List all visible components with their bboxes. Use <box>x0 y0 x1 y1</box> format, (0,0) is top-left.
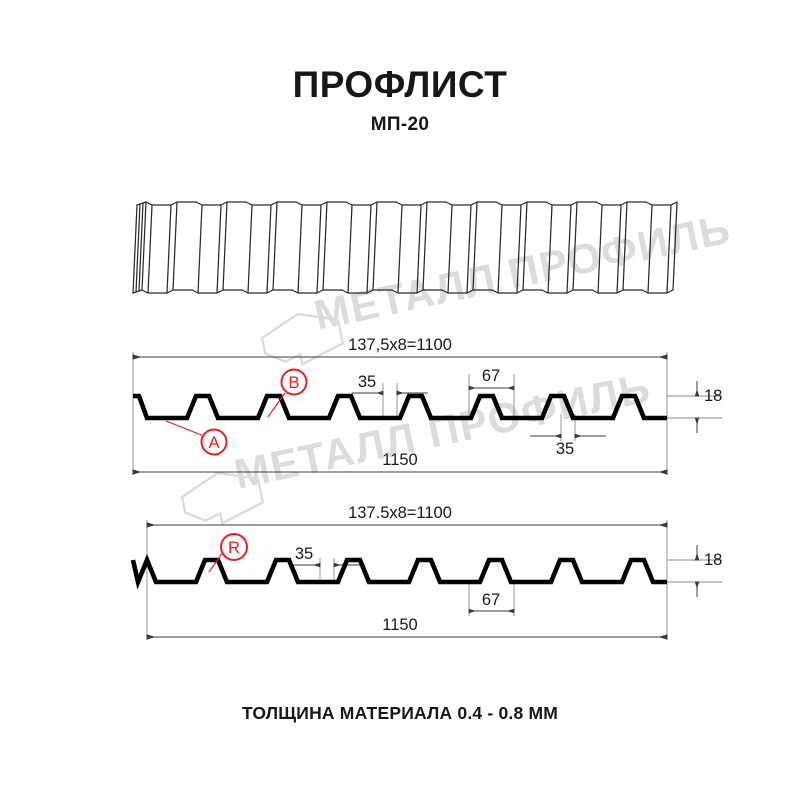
marker-r: R <box>208 533 248 573</box>
iso-edge-line <box>138 202 144 292</box>
dimension-label-crest-2: 35 <box>295 545 313 563</box>
dimension-label-height-2: 18 <box>704 551 722 569</box>
marker-b-leader <box>267 392 286 418</box>
iso-rib-fold <box>466 204 472 294</box>
marker-b-label: B <box>288 374 299 392</box>
iso-rib-fold <box>522 201 528 291</box>
marker-a-circle <box>200 428 228 456</box>
iso-rib-fold <box>547 204 553 294</box>
iso-rib-fold <box>347 204 353 294</box>
iso-rib-fold <box>416 204 422 294</box>
iso-rib-fold <box>597 204 603 294</box>
material-thickness-note: ТОЛЩИНА МАТЕРИАЛА 0.4 - 0.8 ММ <box>241 703 559 723</box>
iso-rib-fold <box>247 204 253 294</box>
dimension-label-crest-lower: 35 <box>556 440 574 458</box>
dimension-label-bottom-span-2: 1150 <box>382 616 417 634</box>
marker-r-circle <box>220 533 248 561</box>
iso-rib-fold <box>147 204 153 294</box>
iso-edge-line <box>135 203 141 293</box>
iso-rib-fold <box>566 204 572 294</box>
iso-rib-fold <box>216 204 222 294</box>
iso-rib-bottom <box>641 289 674 294</box>
iso-rib-group <box>141 201 678 294</box>
isometric-sheet-view <box>132 201 678 294</box>
iso-rib-fold <box>297 204 303 294</box>
profile-outline-top <box>133 393 667 421</box>
iso-rib-fold <box>497 204 503 294</box>
iso-rib-fold <box>447 204 453 294</box>
profile-view-top: 137,5x8=1100 1150 35 67 35 18 A <box>132 336 722 475</box>
iso-edge-cap <box>132 289 143 294</box>
iso-rib-fold <box>472 201 478 291</box>
dimension-label-crest-upper: 35 <box>358 373 376 391</box>
iso-edge-line <box>132 204 138 294</box>
iso-rib-fold <box>222 201 228 291</box>
dimension-label-top-span: 137,5x8=1100 <box>348 336 452 354</box>
model-subtitle: МП-20 <box>370 114 430 135</box>
iso-edge-cap <box>136 201 147 206</box>
dimension-label-pitch-flat: 67 <box>482 367 500 385</box>
iso-rib-fold <box>172 201 178 291</box>
iso-rib-fold <box>372 201 378 291</box>
iso-rib-fold <box>266 204 272 294</box>
marker-a-label: A <box>208 434 219 452</box>
profile-outline-bottom <box>130 553 667 590</box>
iso-rib-fold <box>316 204 322 294</box>
iso-rib-fold <box>197 204 203 294</box>
iso-rib-fold <box>366 204 372 294</box>
dimension-label-pitch-flat-2: 67 <box>482 591 500 609</box>
iso-rib-fold <box>397 204 403 294</box>
iso-rib-fold <box>272 201 278 291</box>
iso-rib-fold <box>572 201 578 291</box>
iso-rib-fold <box>322 201 328 291</box>
iso-rib-fold <box>622 201 628 291</box>
marker-a: A <box>165 420 228 456</box>
iso-rib-fold <box>422 201 428 291</box>
marker-r-label: R <box>228 539 240 557</box>
iso-rib-fold <box>647 204 653 294</box>
watermark-group: МЕТАЛЛ ПРОФИЛЬ МЕТАЛЛ ПРОФИЛЬ <box>180 205 735 525</box>
marker-b-circle <box>280 368 308 396</box>
iso-rib-fold <box>166 204 172 294</box>
iso-rib-fold <box>516 204 522 294</box>
dimension-label-top-span-2: 137.5x8=1100 <box>348 504 452 522</box>
dimension-label-height: 18 <box>704 387 722 405</box>
iso-rib-fold <box>616 204 622 294</box>
iso-rib-fold <box>666 204 672 294</box>
dimension-label-bottom-span: 1150 <box>382 451 417 469</box>
marker-b: B <box>267 368 308 418</box>
marker-a-leader <box>165 420 210 439</box>
iso-rib-top <box>645 201 678 206</box>
iso-rib-end-fold <box>672 201 678 291</box>
extension-line-group <box>132 352 722 475</box>
page-title: ПРОФЛИСТ <box>292 64 508 105</box>
profile-view-bottom: 137.5x8=1100 1150 35 67 18 R <box>130 504 722 640</box>
iso-edge-line <box>141 201 147 291</box>
extension-line-group-2 <box>146 520 722 640</box>
